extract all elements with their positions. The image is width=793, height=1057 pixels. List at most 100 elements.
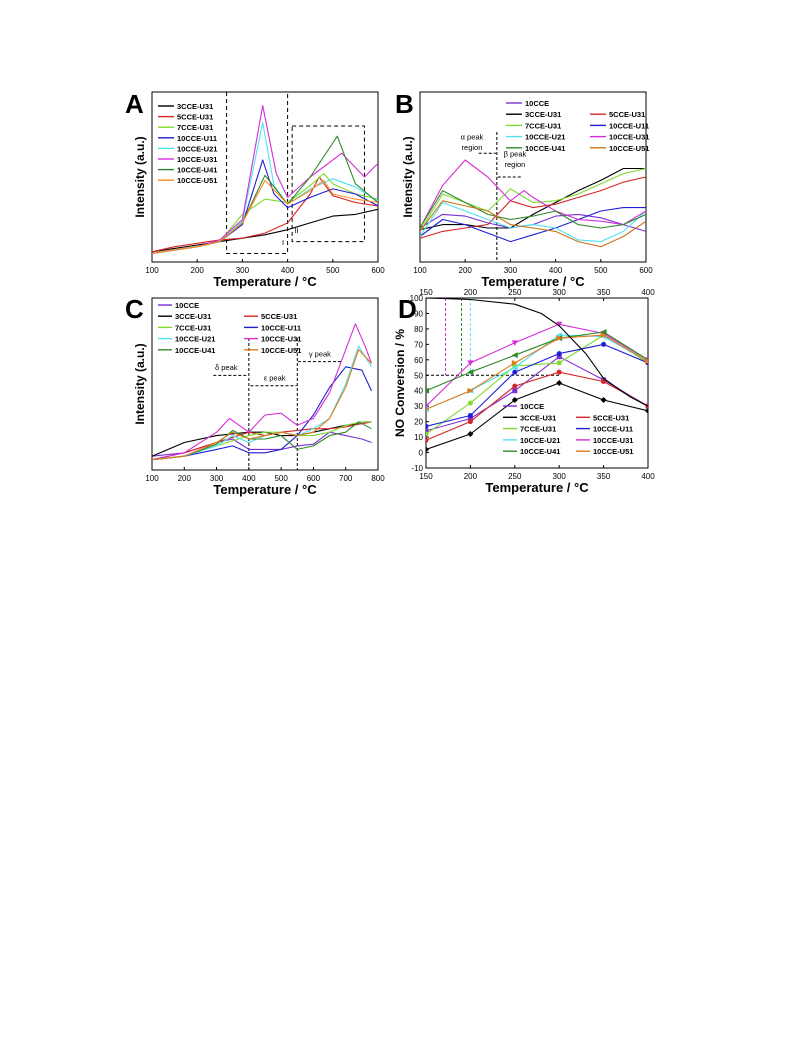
x-tick-label: 700 [339, 474, 353, 483]
x-tick-label: 400 [242, 474, 256, 483]
legend-label: 10CCE-U21 [525, 133, 565, 142]
data-point [426, 387, 429, 394]
series-group [426, 298, 648, 453]
data-point [600, 329, 607, 335]
x-tick-label: 150 [419, 472, 433, 481]
series-line-5cce-u31 [426, 371, 648, 441]
legend-label: 5CCE-U31 [593, 413, 629, 422]
series-line-10cce-u11 [152, 366, 372, 461]
top-x-tick-label: 250 [508, 288, 522, 297]
data-point [556, 354, 562, 360]
annotation-label: ε peak [264, 374, 286, 383]
annotation-label: region [462, 143, 483, 152]
legend-label: 5CCE-U31 [609, 110, 645, 119]
x-tick-label: 200 [178, 474, 192, 483]
legend-label: 7CCE-U31 [520, 425, 556, 434]
y-tick-label: 60 [414, 356, 423, 365]
x-tick-label: 300 [553, 472, 567, 481]
x-tick-label: 600 [371, 266, 385, 275]
region-box [291, 125, 365, 243]
legend-label: 10CCE-U21 [520, 436, 560, 445]
y-axis-title: NO Conversion / % [393, 329, 407, 437]
legend-label: 5CCE-U31 [177, 113, 213, 122]
y-tick-label: 10 [414, 433, 423, 442]
data-point [426, 431, 429, 437]
x-tick-label: 200 [191, 266, 205, 275]
legend-label: 10CCE-U41 [177, 166, 217, 175]
x-tick-label: 500 [594, 266, 608, 275]
x-tick-label: 600 [639, 266, 653, 275]
x-tick-label: 200 [459, 266, 473, 275]
legend-label: 10CCE-U21 [177, 144, 217, 153]
x-tick-label: 250 [508, 472, 522, 481]
data-point [556, 380, 563, 386]
data-point [556, 321, 563, 328]
legend-label: 10CCE-U51 [261, 346, 301, 355]
x-axis-title: Temperature / °C [213, 482, 317, 497]
legend-label: 10CCE [175, 301, 199, 310]
y-tick-label: -10 [411, 464, 423, 473]
x-tick-label: 350 [597, 472, 611, 481]
y-tick-label: 90 [414, 309, 423, 318]
y-axis-title: Intensity (a.u.) [133, 343, 147, 424]
legend-label: 10CCE [520, 402, 544, 411]
annotation-label: β peak [504, 150, 527, 159]
panel-letter: A [125, 89, 144, 119]
series-line-curve [426, 298, 648, 407]
series-group [152, 323, 373, 461]
top-x-tick-label: 400 [641, 288, 655, 297]
top-x-tick-label: 200 [464, 288, 478, 297]
data-point [511, 340, 518, 346]
panel-c: C 100 200 300 400 500 600 700 800 Temperature / °… [125, 294, 385, 497]
data-point [601, 378, 607, 384]
legend-label: 10CCE-U41 [525, 144, 565, 153]
data-point [511, 364, 518, 371]
data-point [511, 359, 518, 366]
legend-label: 5CCE-U31 [261, 312, 297, 321]
series-group [420, 159, 646, 248]
series-line-10cce-u41 [420, 190, 646, 229]
y-tick-label: 20 [414, 418, 423, 427]
data-point [511, 397, 518, 403]
data-point [467, 369, 474, 376]
series-line-7cce-u31 [420, 167, 646, 232]
legend-label: 10CCE-U31 [261, 335, 301, 344]
x-tick-label: 200 [464, 472, 478, 481]
legend-label: 10CCE-U21 [175, 335, 215, 344]
legend-label: 7CCE-U31 [177, 123, 213, 132]
series-group [152, 105, 378, 255]
plot-frame [151, 297, 379, 471]
data-point [426, 446, 429, 453]
legend-label: 7CCE-U31 [175, 323, 211, 332]
data-point [645, 358, 648, 365]
series-line-3cce-u31 [420, 167, 646, 231]
legend-label: 10CCE-U41 [520, 447, 560, 456]
series-line-10cce-u41 [152, 421, 372, 461]
data-point [600, 332, 607, 339]
legend-label: 10CCE-U11 [261, 323, 301, 332]
x-axis-title: Temperature / °C [485, 480, 589, 495]
panel-letter: D [398, 294, 417, 324]
data-point [467, 400, 473, 406]
y-tick-label: 50 [414, 371, 423, 380]
panel-b: B 100 200 300 400 500 600 Temperature / °C Inten… [395, 89, 653, 289]
data-point [426, 403, 429, 410]
x-tick-label: 300 [210, 474, 224, 483]
series-line-10cce-u41 [152, 135, 378, 255]
top-x-tick-label: 150 [419, 288, 433, 297]
annotation-label: region [504, 160, 525, 169]
series-line-10cce [426, 356, 648, 432]
data-point [467, 416, 473, 422]
series-line-10cce-u31 [152, 323, 373, 461]
legend-label: 10CCE-U51 [593, 447, 633, 456]
top-x-tick-label: 350 [597, 288, 611, 297]
annotation-label: δ peak [215, 363, 238, 372]
y-axis-title: Intensity (a.u.) [133, 136, 147, 217]
series-line-5cce-u31 [420, 176, 646, 239]
series-line-7cce-u31 [152, 173, 378, 255]
x-tick-label: 400 [281, 266, 295, 275]
legend-label: 3CCE-U31 [520, 413, 556, 422]
y-tick-label: 80 [414, 325, 423, 334]
data-point [556, 360, 562, 366]
